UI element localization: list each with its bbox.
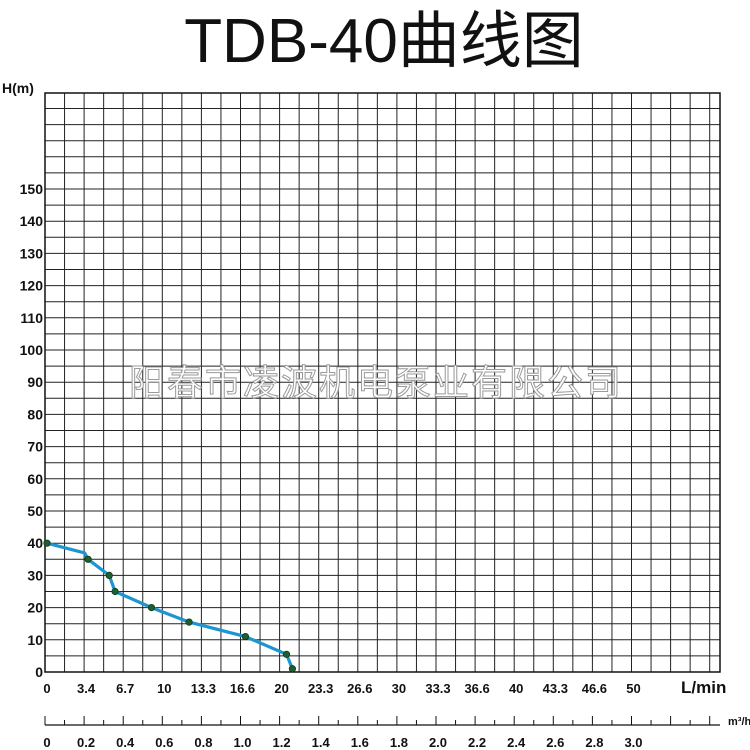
y-tick-labels: 0 10 20 30 40 50 60 70 80 90 100 110 120 130 140 150	[20, 181, 44, 680]
data-point	[84, 555, 92, 563]
secondary-x-tick-label: 2.6	[546, 735, 564, 750]
y-tick-label: 70	[27, 439, 43, 455]
y-tick-label: 110	[20, 310, 43, 326]
secondary-x-tick-label: 2.8	[585, 735, 603, 750]
plot-border	[44, 92, 721, 673]
x-tick-label: 30	[392, 681, 406, 696]
x-tick-label: 20	[274, 681, 288, 696]
x-axis-label: L/min	[681, 678, 726, 697]
data-point	[185, 618, 193, 626]
secondary-x-tick-label: 2.2	[468, 735, 486, 750]
x-tick-labels: 0 3.4 6.7 10 13.3 16.6 20 23.3 26.6 30 33.3 36.6 40 4…	[43, 681, 640, 696]
x-tick-label: 13.3	[191, 681, 216, 696]
series-group	[43, 539, 297, 673]
secondary-x-tick-labels: 0 0.2 0.4 0.6 0.8 1.0 1.2 1.4 1.6 1.8 2.0 2.2 2.4 2.6…	[43, 735, 642, 750]
x-tick-label: 50	[626, 681, 640, 696]
secondary-x-tick-label: 2.4	[507, 735, 526, 750]
data-point	[241, 632, 250, 641]
x-tick-label: 16.6	[230, 681, 255, 696]
data-point	[105, 571, 113, 580]
secondary-x-tick-label: 1.6	[351, 735, 369, 750]
x-tick-label: 40	[509, 681, 523, 696]
secondary-x-tick-label: 1.0	[233, 735, 251, 750]
x-tick-label: 46.6	[582, 681, 607, 696]
secondary-x-tick-label: 1.4	[312, 735, 331, 750]
y-tick-label: 50	[27, 503, 43, 519]
x-tick-label: 26.6	[347, 681, 372, 696]
x-tick-label: 33.3	[425, 681, 450, 696]
y-tick-label: 100	[20, 342, 44, 358]
data-point	[282, 650, 291, 658]
secondary-x-axis	[44, 716, 720, 726]
x-tick-label: 3.4	[77, 681, 96, 696]
x-tick-label: 36.6	[464, 681, 489, 696]
y-tick-label: 90	[27, 374, 43, 390]
secondary-x-axis-label: m³/h	[728, 716, 750, 728]
x-tick-label: 43.3	[543, 681, 568, 696]
y-tick-label: 30	[27, 567, 43, 583]
y-tick-label: 10	[27, 632, 43, 648]
secondary-x-tick-label: 0.8	[194, 735, 212, 750]
secondary-x-tick-label: 0	[43, 735, 50, 750]
y-tick-label: 40	[27, 535, 43, 551]
series-line	[45, 541, 294, 671]
data-point	[111, 587, 119, 596]
x-tick-label: 6.7	[116, 681, 134, 696]
data-point	[288, 665, 297, 673]
y-axis-label: H(m)	[2, 80, 34, 96]
data-point	[43, 539, 51, 547]
y-tick-label: 130	[20, 245, 44, 261]
y-tick-label: 20	[27, 600, 43, 616]
y-tick-label: 80	[27, 406, 43, 422]
y-tick-label: 60	[27, 471, 43, 487]
watermark-text: 阳春市凌波机电泵业有限公司	[129, 363, 623, 404]
x-tick-label: 0	[43, 681, 50, 696]
grid	[44, 92, 721, 673]
chart-title: TDB-40曲线图	[184, 7, 584, 76]
secondary-x-tick-label: 1.2	[273, 735, 291, 750]
secondary-x-tick-label: 2.0	[429, 735, 447, 750]
y-tick-label: 0	[35, 664, 43, 680]
y-tick-label: 120	[20, 278, 44, 294]
data-point	[147, 603, 156, 612]
secondary-x-tick-label: 0.6	[155, 735, 173, 750]
secondary-x-tick-label: 1.8	[390, 735, 408, 750]
y-tick-label: 150	[20, 181, 44, 197]
secondary-x-tick-label: 0.2	[77, 735, 95, 750]
y-tick-label: 140	[20, 213, 44, 229]
secondary-x-tick-label: 3.0	[624, 735, 642, 750]
x-tick-label: 10	[157, 681, 171, 696]
secondary-x-tick-label: 0.4	[116, 735, 135, 750]
x-tick-label: 23.3	[308, 681, 333, 696]
